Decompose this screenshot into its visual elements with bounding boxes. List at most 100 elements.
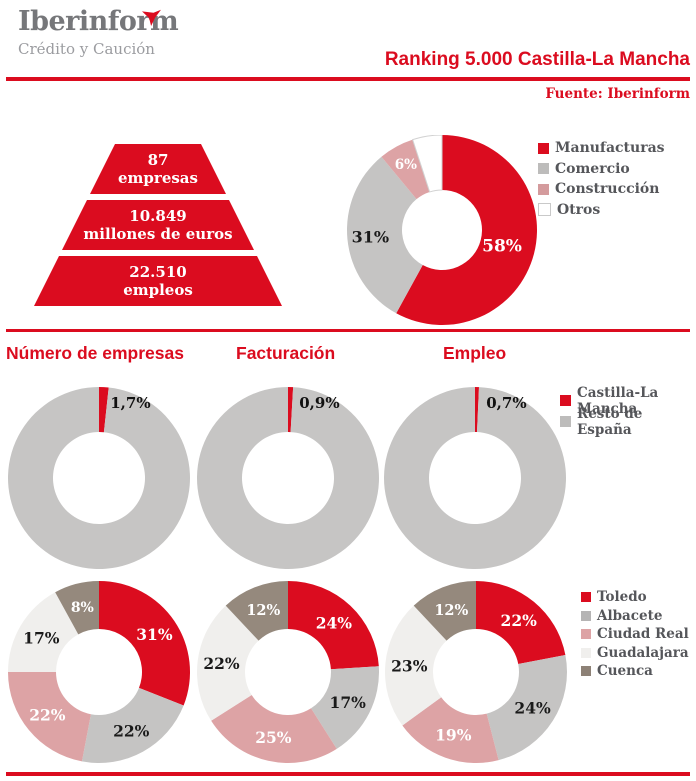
legend-swatch [538,142,549,154]
pyramid-tier-label: millones de euros [83,225,233,243]
donut-slice-toledo [476,581,566,664]
donut-label: 25% [255,728,292,747]
facturacion-share-donut-chart: 0,9% [197,387,379,569]
empleo-share-donut-chart: 0,7% [384,387,566,569]
donut-slice-manufacturas [396,135,537,325]
legend-item: Resto de España [560,406,696,438]
legend-item: Castilla-La Mancha [560,385,696,417]
donut-label: 12% [434,602,468,619]
donut-label: 22% [501,611,538,630]
donut-slice-resto-de-espa-a [197,387,379,569]
donut-slice-toledo [288,581,379,670]
pyramid-tier-value: 22.510 [129,263,187,281]
facturacion-province-donut-chart: 24% 17% 25% 22% 12% [197,581,379,763]
donut-label: 17% [330,693,367,712]
pyramid-tier-label: empresas [118,169,198,187]
brand-logo-subtext: Crédito y Caución [18,40,155,58]
donut-slice-cuenca [55,581,99,635]
legend-swatch [560,395,571,406]
donut-label: 19% [435,726,472,745]
donut-slice-resto-de-espa-a [384,387,566,569]
section-divider [6,329,690,332]
source-label: Fuente: Iberinform [545,86,690,102]
legend-swatch [538,163,549,175]
donut-slice-albacete [486,654,567,761]
donut-slice-toledo [99,581,190,706]
donut-slice-cuenca [413,581,476,641]
legend-swatch [581,647,591,658]
column-header-empleo: Empleo [443,343,507,363]
pyramid-tier-empleos: 22.510 empleos [34,256,282,306]
donut-slice-albacete [81,687,184,763]
legend-item: Comercio [538,159,665,180]
donut-label: 24% [316,614,353,633]
legend-label: Ciudad Real [597,626,689,643]
legend-label: Cuenca [597,663,653,680]
donut-label: 1,7% [110,394,150,412]
region-legend: Castilla-La Mancha Resto de España [560,385,696,438]
legend-item: Otros [538,200,665,221]
donut-slice-guadalajara [8,592,79,672]
pyramid-tier-label: empleos [123,281,193,299]
donut-svg: 31% 22% 22% 17% 8% [8,581,190,763]
legend-item: Manufacturas [538,138,665,159]
legend-label: Construcción [555,181,660,198]
header-divider [6,77,690,81]
donut-slice-guadalajara [197,605,259,721]
donut-label: 17% [23,628,60,647]
donut-label: 22% [113,721,150,740]
donut-label: 22% [203,654,240,673]
legend-swatch [538,183,549,195]
legend-item: Albacete [581,607,689,626]
legend-label: Castilla-La Mancha [577,384,659,417]
legend-swatch [581,610,591,621]
donut-slice-albacete [311,666,379,749]
donut-label: 22% [29,705,66,724]
donut-slice-resto-de-espa-a [8,387,190,569]
pyramid-tier-value: 87 [147,151,169,169]
legend-swatch [581,592,591,603]
donut-slice-construcci-n [381,139,430,200]
legend-swatch [581,629,591,640]
donut-label: 8% [71,600,94,616]
donut-slice-cuenca [225,581,288,641]
legend-swatch [581,666,591,677]
donut-label: 12% [246,602,280,619]
donut-label: 24% [514,698,551,717]
donut-svg: 0,9% [197,387,379,569]
donut-slice-guadalajara [385,605,447,726]
pyramid-tier-value: 10.849 [129,207,187,225]
donut-slice-otros [412,135,443,193]
donut-svg: 24% 17% 25% 22% 12% [197,581,379,763]
pyramid-tier-facturacion: 10.849 millones de euros [62,200,254,250]
empresas-province-donut-chart: 31% 22% 22% 17% 8% [8,581,190,763]
legend-label: Otros [557,201,601,218]
pyramid-chart: 87 empresas 10.849 millones de euros 22.… [8,144,308,306]
donut-slice-ciudad-real [8,672,91,762]
legend-swatch [560,416,571,427]
legend-item: Toledo [581,588,689,607]
donut-label: 0,7% [486,394,526,412]
legend-label: Comercio [555,160,630,177]
legend-item: Ciudad Real [581,625,689,644]
legend-label: Toledo [597,589,647,606]
donut-label: 6% [395,157,417,173]
legend-label: Manufacturas [555,140,665,157]
legend-label: Guadalajara [597,644,689,661]
donut-slice-ciudad-real [211,695,337,763]
donut-label: 58% [482,237,522,257]
sector-legend: Manufacturas Comercio Construcción Otros [538,138,665,220]
legend-item: Construcción [538,179,665,200]
donut-slice-castilla-la-mancha [288,387,294,433]
empresas-share-donut-chart: 1,7% [8,387,190,569]
legend-item: Cuenca [581,662,689,681]
donut-svg: 0,7% [384,387,566,569]
donut-svg: 1,7% [8,387,190,569]
legend-item: Guadalajara [581,644,689,663]
donut-label: 31% [136,625,173,644]
legend-swatch [538,203,551,217]
page-title: Ranking 5.000 Castilla-La Mancha [384,49,690,70]
legend-label: Albacete [597,607,663,624]
donut-label: 31% [352,228,389,247]
